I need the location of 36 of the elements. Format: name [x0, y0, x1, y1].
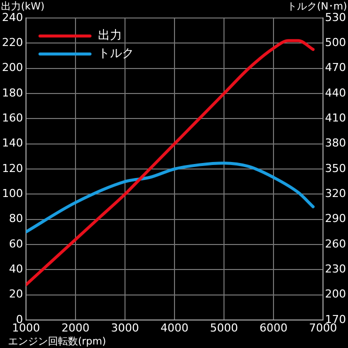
y2-axis-title: トルク(N･m) — [286, 2, 348, 13]
x-tick-label: 3000 — [111, 321, 139, 334]
legend-label: 出力 — [98, 28, 122, 42]
y2-tick-label: 200 — [325, 288, 346, 301]
y-tick-label: 60 — [9, 237, 23, 250]
line-series — [26, 39, 315, 286]
y2-tick-label: 260 — [325, 237, 346, 250]
y2-tick-label: 440 — [325, 86, 346, 100]
y2-tick-label: 290 — [325, 212, 346, 226]
y-tick-label: 240 — [2, 10, 23, 24]
y-tick-label: 140 — [2, 136, 23, 150]
y-axis-title: 出力(kW) — [1, 0, 45, 13]
y2-tick-label: 410 — [325, 112, 346, 125]
y-tick-label: 40 — [9, 262, 23, 276]
y2-tick-label: 230 — [325, 262, 346, 276]
y-tick-label: 20 — [9, 288, 23, 301]
x-tick-label: 6000 — [260, 321, 288, 334]
y-tick-label: 220 — [2, 36, 23, 50]
y2-tick-label: 500 — [325, 36, 346, 50]
y2-tick-label: 350 — [325, 162, 346, 175]
x-tick-label: 2000 — [62, 321, 90, 334]
y-tick-label: 120 — [2, 162, 23, 175]
y2-tick-label: 380 — [325, 136, 346, 150]
y2-tick-label: 470 — [325, 61, 346, 74]
line-series — [26, 162, 315, 234]
y-tick-label: 100 — [2, 187, 23, 200]
x-axis-title: エンジン回転数(rpm) — [8, 336, 106, 348]
y-tick-label: 80 — [9, 212, 23, 226]
y2-tick-label: 320 — [325, 187, 346, 200]
legend-label: トルク — [98, 46, 134, 60]
x-tick-label: 5000 — [210, 321, 238, 334]
y-tick-label: 200 — [2, 61, 23, 74]
y-tick-label: 160 — [2, 112, 23, 125]
y-tick-label: 180 — [2, 86, 23, 100]
x-tick-label: 4000 — [160, 321, 188, 334]
y2-tick-label: 530 — [325, 10, 346, 24]
